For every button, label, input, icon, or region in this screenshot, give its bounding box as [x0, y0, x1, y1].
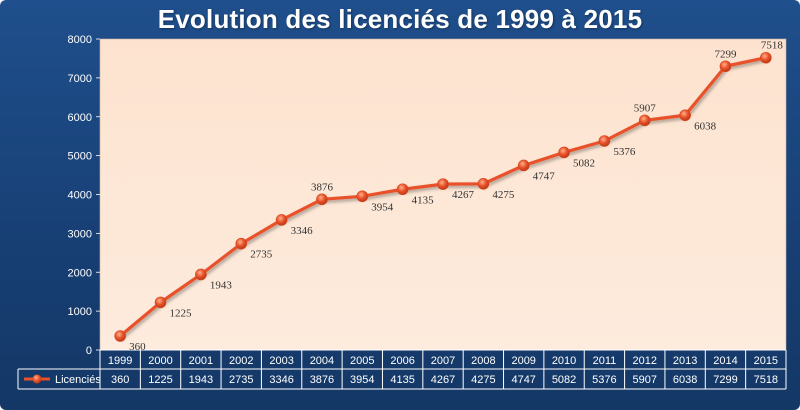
y-tick-label: 8000 — [68, 34, 92, 46]
table-value-cell: 4747 — [511, 374, 535, 386]
data-label: 6038 — [694, 120, 717, 132]
x-category-label: 2011 — [593, 355, 617, 367]
x-category-label: 2010 — [552, 355, 576, 367]
table-value-cell: 3954 — [350, 374, 374, 386]
x-category-label: 2009 — [511, 355, 535, 367]
data-label: 1225 — [170, 307, 193, 319]
table-value-cell: 1225 — [148, 374, 172, 386]
y-tick-label: 3000 — [68, 228, 92, 240]
x-category-label: 2006 — [390, 355, 414, 367]
data-label: 4135 — [412, 194, 435, 206]
y-tick-label: 0 — [86, 345, 92, 357]
table-value-cell: 7299 — [713, 374, 737, 386]
data-label: 3954 — [371, 201, 394, 213]
data-point[interactable] — [760, 51, 772, 64]
table-value-cell: 7518 — [754, 374, 778, 386]
y-tick-label: 2000 — [68, 267, 92, 279]
legend-label: Licenciés — [55, 374, 101, 386]
data-point[interactable] — [719, 60, 732, 73]
table-value-cell: 5082 — [552, 374, 576, 386]
table-value-cell: 360 — [111, 374, 129, 386]
table-value-cell: 4275 — [471, 374, 495, 386]
x-category-label: 2008 — [471, 355, 495, 367]
x-category-label: 2000 — [148, 355, 172, 367]
data-label: 3346 — [291, 225, 314, 237]
data-point[interactable] — [396, 183, 409, 196]
data-label: 7518 — [761, 40, 784, 52]
x-category-label: 2005 — [350, 355, 374, 367]
data-label: 7299 — [714, 48, 737, 60]
data-point[interactable] — [477, 178, 490, 190]
x-category-label: 2001 — [189, 355, 213, 367]
data-point[interactable] — [679, 109, 691, 122]
y-tick-label: 1000 — [68, 306, 92, 318]
table-value-cell: 4135 — [390, 374, 414, 386]
data-label: 4275 — [492, 189, 514, 201]
table-value-cell: 4267 — [431, 374, 455, 386]
data-point[interactable] — [517, 159, 530, 172]
table-value-cell: 2735 — [229, 374, 253, 386]
data-label: 2735 — [250, 249, 273, 261]
x-category-label: 2004 — [310, 355, 334, 367]
table-value-cell: 1943 — [189, 374, 213, 386]
x-category-label: 2014 — [713, 355, 737, 367]
x-category-label: 2003 — [269, 355, 293, 367]
x-category-label: 2002 — [229, 355, 253, 367]
data-point[interactable] — [235, 237, 248, 250]
y-tick-label: 5000 — [68, 151, 92, 163]
data-label: 5376 — [613, 146, 636, 158]
table-value-cell: 6038 — [673, 374, 697, 386]
x-category-label: 2007 — [431, 355, 455, 367]
data-point[interactable] — [356, 190, 369, 203]
data-point[interactable] — [437, 178, 449, 190]
data-point[interactable] — [638, 114, 651, 127]
data-label: 4267 — [452, 189, 475, 201]
data-point[interactable] — [114, 330, 126, 342]
data-label: 1943 — [210, 279, 233, 291]
x-category-label: 2015 — [754, 355, 778, 367]
data-label: 3876 — [311, 181, 334, 193]
data-label: 5082 — [573, 157, 595, 169]
data-label: 360 — [129, 341, 146, 353]
legend-marker-sample — [32, 374, 42, 384]
table-value-cell: 5907 — [633, 374, 657, 386]
x-category-label: 1999 — [108, 355, 132, 367]
data-label: 4747 — [533, 170, 556, 182]
y-tick-label: 7000 — [68, 73, 92, 85]
table-value-cell: 3876 — [310, 374, 334, 386]
table-value-cell: 5376 — [592, 374, 616, 386]
chart-title: Evolution des licenciés de 1999 à 2015 — [157, 4, 643, 34]
data-point[interactable] — [275, 214, 288, 226]
data-point[interactable] — [154, 296, 167, 309]
y-tick-label: 4000 — [68, 190, 92, 202]
x-category-label: 2012 — [633, 355, 657, 367]
y-tick-label: 6000 — [68, 112, 92, 124]
data-point[interactable] — [195, 268, 207, 281]
data-point[interactable] — [316, 193, 328, 206]
data-point[interactable] — [598, 135, 611, 147]
table-value-cell: 3346 — [269, 374, 293, 386]
data-point[interactable] — [558, 146, 570, 159]
x-category-label: 2013 — [673, 355, 697, 367]
data-label: 5907 — [634, 102, 657, 114]
plot-area — [99, 38, 787, 351]
